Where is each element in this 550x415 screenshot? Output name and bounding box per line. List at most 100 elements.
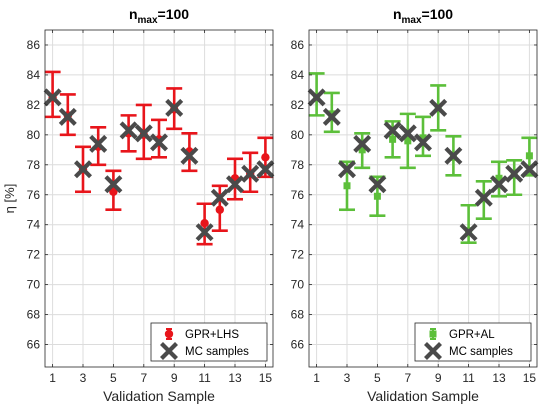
x-tick-label: 13: [228, 371, 242, 385]
title-subscript: max: [402, 15, 422, 26]
mc-sample-point: [256, 160, 275, 179]
y-tick-label: 78: [27, 158, 41, 172]
title-main: n: [129, 6, 138, 22]
y-tick-label: 72: [291, 248, 305, 262]
data-point: [215, 205, 224, 214]
y-tick-label: 86: [27, 38, 41, 52]
data-point: [525, 152, 533, 160]
y-tick-label: 70: [291, 278, 305, 292]
y-tick-label: 74: [291, 218, 305, 232]
y-tick-label: 84: [27, 68, 41, 82]
x-tick-label: 3: [344, 371, 351, 385]
mc-sample-point: [398, 124, 417, 143]
x-tick-label: 5: [374, 371, 381, 385]
mc-sample-point: [241, 164, 260, 183]
legend: GPR+AL MC samples: [414, 322, 532, 362]
y-tick-label: 80: [27, 128, 41, 142]
y-tick-label: 70: [27, 278, 41, 292]
x-tick-label: 11: [462, 371, 475, 385]
legend-label: MC samples: [185, 346, 249, 358]
x-tick-label: 5: [110, 371, 117, 385]
data-point: [200, 219, 209, 228]
mc-sample-point: [58, 107, 77, 126]
mc-sample-point: [119, 121, 138, 140]
mc-sample-point: [520, 160, 539, 179]
y-tick-label: 72: [27, 248, 41, 262]
mc-sample-point: [368, 175, 387, 194]
legend-label: MC samples: [449, 346, 513, 358]
mc-sample-point: [459, 223, 478, 242]
data-point: [109, 187, 118, 196]
x-tick-label: 9: [171, 371, 178, 385]
mc-sample-point: [195, 223, 214, 242]
x-tick-label: 9: [435, 371, 442, 385]
mc-sample-point: [383, 121, 402, 140]
data-point: [358, 146, 366, 154]
data-point: [495, 174, 503, 182]
mc-sample-point: [307, 88, 326, 107]
series-mc-samples: [307, 88, 539, 242]
y-tick-label: 86: [291, 38, 305, 52]
mc-sample-point: [353, 134, 372, 153]
title-rest: =100: [158, 6, 190, 22]
x-tick-label: 11: [198, 371, 211, 385]
mc-sample-point: [444, 146, 463, 165]
mc-sample-point: [74, 160, 92, 179]
mc-sample-point: [226, 175, 244, 194]
mc-sample-point: [414, 133, 432, 152]
mc-sample-point: [134, 124, 153, 143]
axes-frame: [308, 29, 538, 368]
x-axis-label: Validation Sample: [367, 388, 479, 404]
mc-sample-point: [210, 188, 229, 207]
y-tick-label: 80: [291, 128, 305, 142]
mc-sample-point: [505, 164, 524, 183]
data-point: [404, 137, 412, 145]
y-tick-label: 78: [291, 158, 305, 172]
x-axis-label: Validation Sample: [103, 388, 215, 404]
mc-sample-point: [104, 175, 123, 194]
title-main: n: [393, 6, 402, 22]
chart-title: nmax=100: [129, 6, 189, 26]
data-point: [343, 182, 351, 190]
y-tick-label: 76: [27, 188, 41, 202]
mc-sample-point: [490, 175, 508, 194]
legend-marker: [424, 342, 442, 360]
legend-marker: [164, 329, 174, 339]
mc-sample-point: [429, 98, 448, 117]
chart-title: nmax=100: [393, 6, 453, 26]
legend-marker: [160, 342, 178, 360]
x-tick-label: 13: [492, 371, 506, 385]
x-tick-label: 7: [404, 371, 411, 385]
legend-label: GPR+AL: [449, 329, 495, 341]
series-mc-samples: [43, 88, 275, 242]
y-tick-label: 84: [291, 68, 305, 82]
x-tick-label: 15: [523, 371, 537, 385]
y-tick-label: 76: [291, 188, 305, 202]
title-subscript: max: [138, 15, 158, 26]
data-point: [261, 153, 270, 162]
mc-sample-point: [474, 188, 493, 207]
data-point: [328, 110, 336, 118]
data-point: [373, 192, 381, 200]
y-tick-label: 82: [27, 98, 41, 112]
x-tick-label: 7: [140, 371, 147, 385]
mc-sample-point: [322, 107, 341, 126]
mc-sample-point: [150, 133, 168, 152]
mc-sample-point: [43, 88, 62, 107]
mc-sample-point: [338, 160, 356, 179]
y-tick-label: 66: [291, 338, 305, 352]
x-tick-label: 1: [313, 371, 320, 385]
plot-area: [309, 30, 537, 367]
legend-marker: [429, 330, 437, 338]
y-tick-label: 74: [27, 218, 41, 232]
legend: GPR+LHS MC samples: [150, 322, 268, 362]
x-tick-label: 15: [259, 371, 273, 385]
axes-frame: [44, 29, 274, 368]
y-axis-label: η [%]: [2, 184, 17, 214]
mc-sample-point: [165, 98, 184, 117]
data-point: [389, 135, 397, 143]
y-tick-label: 82: [291, 98, 305, 112]
